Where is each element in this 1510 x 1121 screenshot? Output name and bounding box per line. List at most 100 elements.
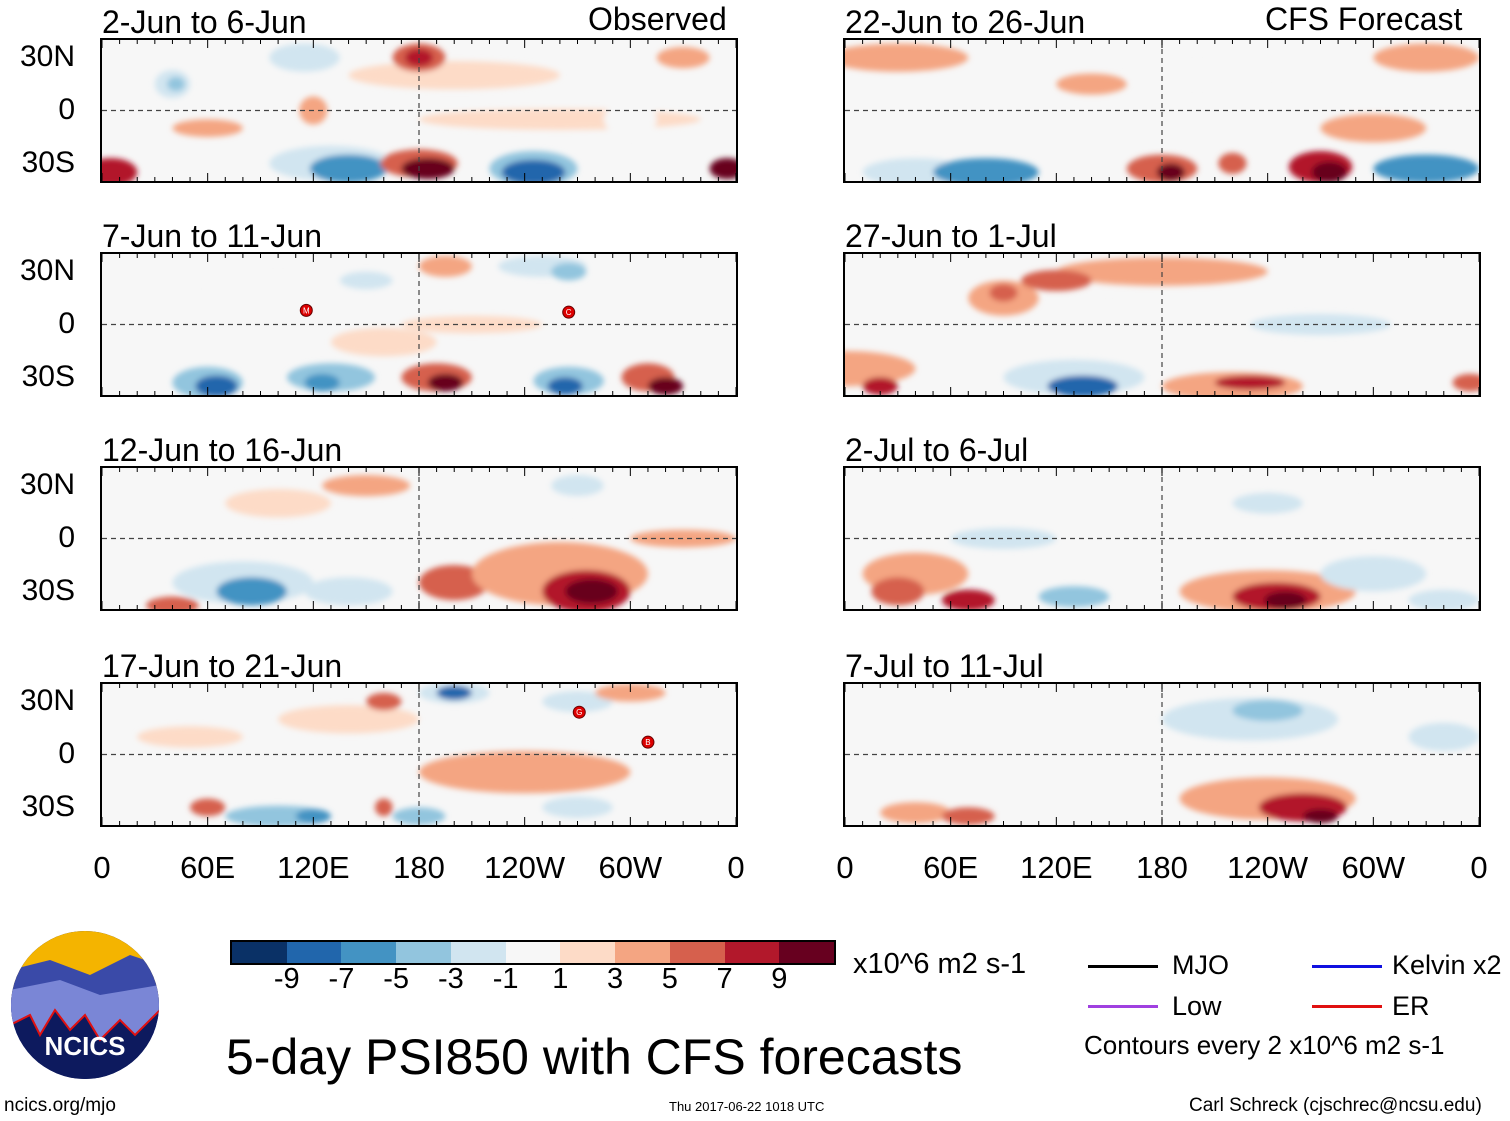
colorbar-swatch: [341, 942, 397, 963]
anomaly-contour: [985, 114, 1092, 143]
legend-line-er: [1312, 1005, 1382, 1008]
lat-tick-label: 30N: [19, 40, 75, 73]
lat-tick-label: 30S: [21, 790, 75, 823]
anomaly-contour: [1373, 154, 1479, 181]
colorbar-label: 7: [716, 963, 733, 995]
anomaly-contour: [1021, 269, 1092, 292]
ncics-logo: NCICS: [11, 931, 159, 1079]
lon-tick-label: 180: [393, 850, 445, 885]
anomaly-contour: [304, 577, 393, 606]
anomaly-contour: [656, 47, 710, 69]
lat-tick-label: 30N: [19, 684, 75, 717]
footer-url[interactable]: ncics.org/mjo: [4, 1095, 116, 1116]
lat-tick-label: 0: [58, 521, 75, 554]
panel-title: 22-Jun to 26-Jun: [845, 4, 1086, 40]
column-title-forecast: CFS Forecast: [1265, 1, 1463, 37]
anomaly-contour: [845, 350, 916, 387]
figure-title: 5-day PSI850 with CFS forecasts: [226, 1029, 963, 1085]
lon-tick-label: 180: [1136, 850, 1188, 885]
lat-tick-label: 0: [58, 307, 75, 340]
anomaly-contour: [436, 685, 472, 700]
anomaly-contour: [1056, 305, 1162, 327]
anomaly-contour: [1214, 375, 1286, 390]
column-title-observed: Observed: [588, 1, 727, 37]
anomaly-contour: [207, 275, 349, 304]
colorbar-swatch: [450, 942, 506, 963]
lat-tick-label: 30S: [21, 360, 75, 393]
legend-mjo: MJO: [1172, 950, 1229, 980]
anomaly-contour: [603, 101, 657, 137]
anomaly-contour: [845, 43, 969, 72]
anomaly-contour: [1452, 373, 1479, 392]
anomaly-contour: [595, 684, 666, 702]
anomaly-contour: [330, 328, 437, 357]
anomaly-contour: [1373, 43, 1479, 72]
anomaly-contour: [551, 475, 604, 497]
anomaly-contour: [565, 579, 619, 604]
legend-line-mjo: [1088, 965, 1158, 968]
anomaly-contour: [278, 705, 419, 734]
lon-tick-label: 120E: [277, 850, 350, 885]
colorbar-label: 1: [552, 963, 569, 995]
anomaly-contour: [630, 529, 736, 548]
anomaly-contour: [366, 692, 402, 711]
legend-line-kelvin: [1312, 965, 1382, 968]
colorbar-label: -7: [328, 963, 355, 995]
anomaly-contour: [1156, 163, 1185, 181]
anomaly-contour: [1047, 375, 1118, 395]
colorbar-label: 9: [771, 963, 788, 995]
anomaly-contour: [1091, 780, 1162, 817]
anomaly-contour: [309, 154, 388, 181]
svg-text:B: B: [645, 738, 650, 747]
storm-marker: M: [299, 303, 313, 317]
anomaly-contour: [709, 158, 736, 180]
colorbar-swatch: [505, 942, 561, 963]
anomaly-contour: [419, 108, 701, 130]
anomaly-contour: [225, 489, 331, 518]
anomaly-contour: [1320, 556, 1427, 592]
colorbar-swatch: [779, 942, 835, 963]
anomaly-contour: [137, 726, 243, 748]
anomaly-contour: [542, 691, 613, 713]
anomaly-contour: [172, 119, 243, 137]
anomaly-contour: [392, 807, 446, 825]
lat-tick-label: 30N: [19, 468, 75, 501]
anomaly-contour: [216, 577, 287, 606]
lon-tick-label: 60E: [180, 850, 236, 885]
lon-tick-label: 0: [727, 850, 745, 885]
anomaly-contour: [1126, 64, 1268, 86]
lon-tick-label: 0: [1470, 850, 1488, 885]
lon-tick-label: 120W: [1227, 850, 1309, 885]
colorbar-swatch: [669, 942, 725, 963]
panel-title: 2-Jul to 6-Jul: [845, 432, 1029, 468]
svg-text:G: G: [576, 708, 582, 717]
storm-marker: C: [562, 305, 576, 319]
colorbar-label: -9: [273, 963, 300, 995]
lat-tick-label: 30N: [19, 254, 75, 287]
anomaly-contour: [1232, 492, 1303, 514]
anomaly-contour: [401, 158, 455, 180]
svg-text:NCICS: NCICS: [45, 1031, 126, 1061]
panel-title: 7-Jun to 11-Jun: [102, 218, 322, 254]
legend-low: Low: [1172, 991, 1222, 1021]
colorbar-swatch: [615, 942, 670, 963]
anomaly-contour: [880, 802, 951, 824]
anomaly-contour: [195, 375, 238, 395]
anomaly-contour: [404, 48, 434, 67]
anomaly-contour: [941, 807, 995, 825]
anomaly-contour: [1311, 161, 1347, 181]
anomaly-contour: [427, 373, 464, 392]
anomaly-contour: [146, 596, 199, 609]
panel-title: 17-Jun to 21-Jun: [102, 648, 343, 684]
colorbar-label: -5: [383, 963, 410, 995]
anomaly-contour: [348, 61, 560, 90]
anomaly-contour: [862, 377, 898, 395]
anomaly-contour: [190, 798, 226, 817]
colorbar-label: -1: [492, 963, 519, 995]
storm-marker: B: [641, 735, 655, 749]
anomaly-contour: [1408, 589, 1479, 609]
contour-note: Contours every 2 x10^6 m2 s-1: [1084, 1030, 1445, 1060]
legend-er: ER: [1392, 991, 1430, 1021]
units-label: x10^6 m2 s-1: [853, 948, 1027, 980]
